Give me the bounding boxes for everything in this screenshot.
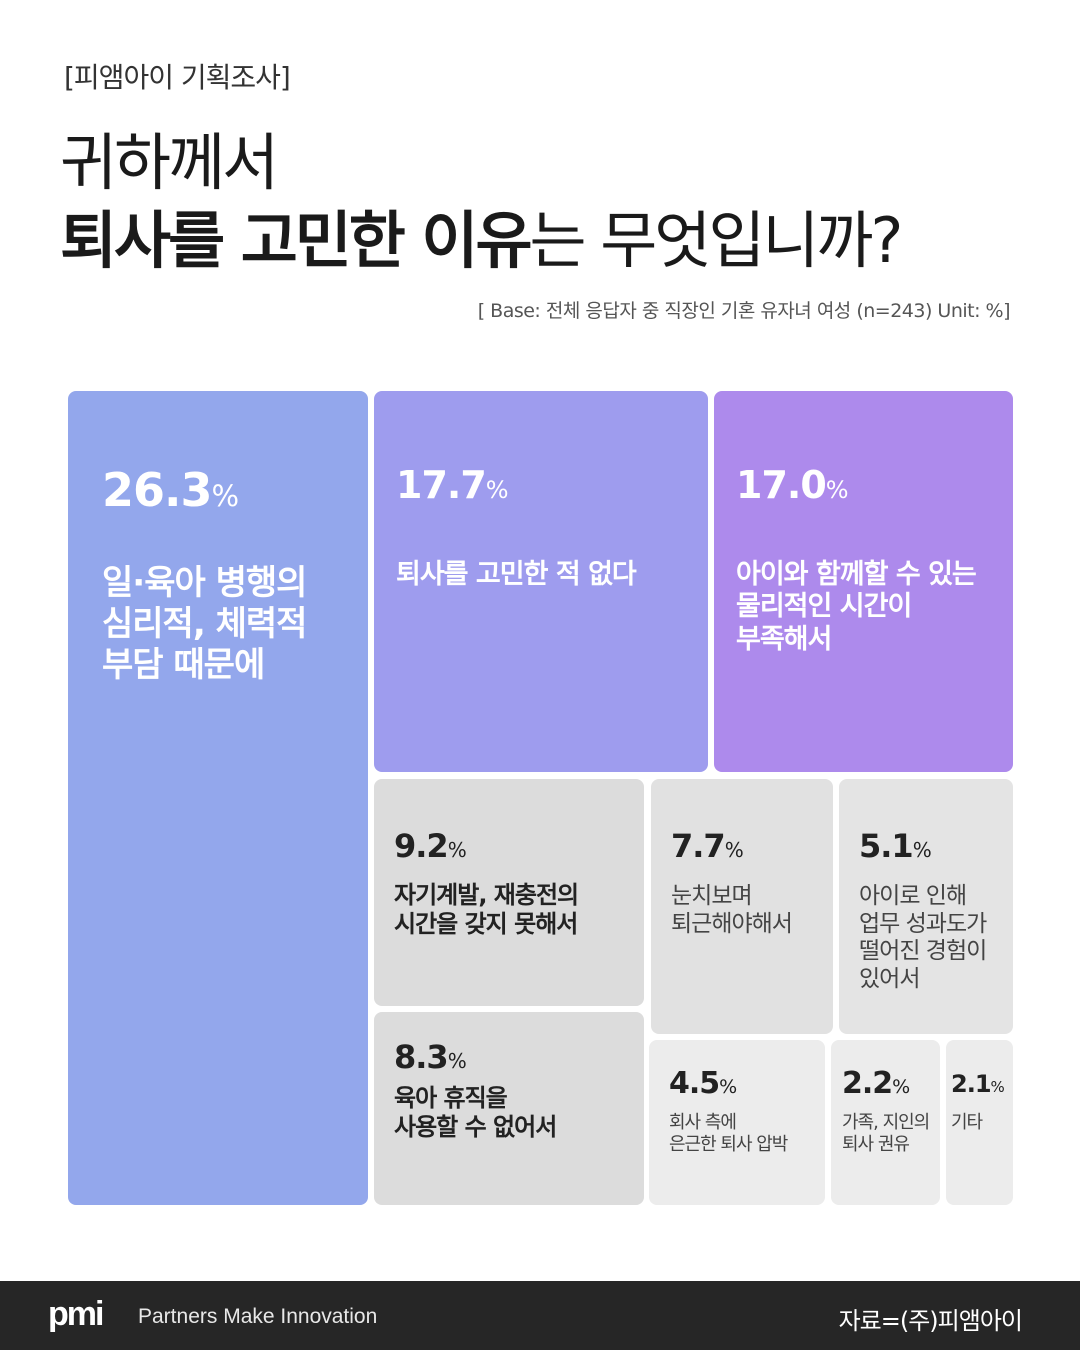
tile-value-unit: %	[485, 476, 509, 504]
title-rest: 는 무엇입니까?	[529, 204, 904, 277]
treemap-tile: 4.5% 회사 측에 은근한 퇴사 압박	[649, 1040, 825, 1205]
tile-value-number: 2.2	[842, 1066, 893, 1101]
tile-value-unit: %	[825, 476, 849, 504]
tile-value-unit: %	[912, 838, 932, 862]
tile-label: 회사 측에 은근한 퇴사 압박	[669, 1112, 788, 1155]
tile-value-number: 5.1	[859, 827, 914, 865]
title-line-1: 귀하께서	[60, 126, 279, 199]
tile-value: 26.3%	[102, 463, 240, 517]
tile-value: 7.7%	[671, 827, 744, 865]
tile-value: 2.2%	[842, 1066, 910, 1101]
tile-value-number: 9.2	[394, 827, 449, 865]
tile-value: 17.7%	[396, 463, 509, 507]
tile-value-unit: %	[990, 1078, 1005, 1096]
treemap-tile: 26.3% 일·육아 병행의 심리적, 체력적 부담 때문에	[68, 391, 368, 1205]
tile-value-number: 2.1	[951, 1070, 992, 1098]
pmi-logo: pmi	[48, 1295, 104, 1333]
tile-value-number: 26.3	[102, 463, 212, 517]
base-note: [ Base: 전체 응답자 중 직장인 기혼 유자녀 여성 (n=243) U…	[477, 300, 1011, 322]
tile-label: 일·육아 병행의 심리적, 체력적 부담 때문에	[102, 563, 307, 685]
tile-label: 가족, 지인의 퇴사 권유	[842, 1112, 930, 1155]
tile-value: 2.1%	[951, 1070, 1005, 1098]
footer-source: 자료=(주)피앰아이	[838, 1307, 1023, 1335]
tile-value-unit: %	[447, 838, 467, 862]
survey-tag: [피앰아이 기획조사]	[64, 61, 291, 94]
tile-label: 퇴사를 고민한 적 없다	[396, 559, 637, 590]
title-bold: 퇴사를 고민한 이유	[60, 204, 532, 277]
tile-value-unit: %	[719, 1076, 737, 1098]
tile-value: 8.3%	[394, 1038, 467, 1076]
tile-value-unit: %	[724, 838, 744, 862]
treemap-tile: 9.2% 자기계발, 재충전의 시간을 갖지 못해서	[374, 779, 644, 1006]
tile-label: 아이로 인해 업무 성과도가 떨어진 경험이 있어서	[859, 883, 987, 992]
treemap-tile: 5.1% 아이로 인해 업무 성과도가 떨어진 경험이 있어서	[839, 779, 1013, 1034]
tile-label: 눈치보며 퇴근해야해서	[671, 883, 793, 937]
tile-value: 17.0%	[736, 463, 849, 507]
tile-value-number: 8.3	[394, 1038, 449, 1076]
header: [피앰아이 기획조사] 귀하께서 퇴사를 고민한 이유는 무엇입니까? [ Ba…	[0, 0, 1080, 380]
title-line-2: 퇴사를 고민한 이유는 무엇입니까?	[60, 190, 904, 280]
tile-value-number: 4.5	[669, 1066, 720, 1101]
tile-value: 9.2%	[394, 827, 467, 865]
tile-value-number: 7.7	[671, 827, 726, 865]
footer-slogan: Partners Make Innovation	[138, 1305, 378, 1328]
tile-value-unit: %	[447, 1049, 467, 1073]
tile-value-unit: %	[892, 1076, 910, 1098]
tile-value-number: 17.7	[396, 463, 487, 507]
tile-label: 아이와 함께할 수 있는 물리적인 시간이 부족해서	[736, 559, 977, 655]
treemap-tile: 17.7% 퇴사를 고민한 적 없다	[374, 391, 708, 772]
treemap-tile: 8.3% 육아 휴직을 사용할 수 없어서	[374, 1012, 644, 1205]
tile-label: 기타	[951, 1112, 983, 1133]
tile-label: 육아 휴직을 사용할 수 없어서	[394, 1084, 557, 1141]
tile-value-unit: %	[211, 479, 240, 513]
tile-label: 자기계발, 재충전의 시간을 갖지 못해서	[394, 881, 579, 938]
footer: pmi Partners Make Innovation 자료=(주)피앰아이	[0, 1281, 1080, 1350]
treemap-tile: 2.2% 가족, 지인의 퇴사 권유	[831, 1040, 940, 1205]
tile-value-number: 17.0	[736, 463, 827, 507]
treemap-tile: 7.7% 눈치보며 퇴근해야해서	[651, 779, 833, 1034]
treemap-tile: 17.0% 아이와 함께할 수 있는 물리적인 시간이 부족해서	[714, 391, 1013, 772]
tile-value: 4.5%	[669, 1066, 737, 1101]
tile-value: 5.1%	[859, 827, 932, 865]
treemap-tile: 2.1% 기타	[946, 1040, 1013, 1205]
